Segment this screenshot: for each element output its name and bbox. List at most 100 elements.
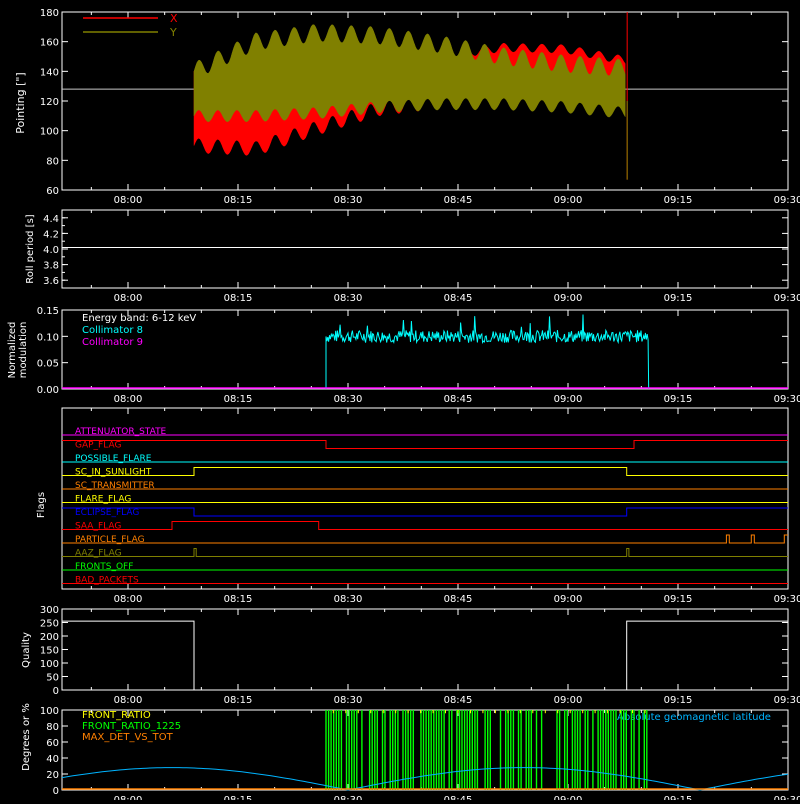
flag-label-flare-flag: FLARE_FLAG xyxy=(75,495,131,505)
flags-panel: Flags 08:00 08:15 08:30 08:45 09:00 09:15 09:3… xyxy=(36,407,800,605)
y-tick-label: 160 xyxy=(40,38,59,49)
y-tick-label: 3.6 xyxy=(43,276,59,287)
y-tick-label: 0.05 xyxy=(37,359,59,370)
flag-label-possible-flare: POSSIBLE_FLARE xyxy=(75,454,152,464)
legend-front-ratio: FRONT_RATIO xyxy=(82,710,151,721)
x-tick-label: 09:30 xyxy=(774,795,800,800)
y-tick-label: 80 xyxy=(46,722,59,733)
x-tick-label: 09:15 xyxy=(664,795,693,800)
x-tick-label: 09:00 xyxy=(554,695,583,706)
degrees-panel: Degrees or % FRONT_RATIO FRONT_RATIO_122… xyxy=(21,703,800,804)
x-tick-label: 09:15 xyxy=(664,293,693,304)
x-tick-label: 09:00 xyxy=(554,394,583,405)
y-tick-label: 4.0 xyxy=(43,245,59,256)
x-tick-label: 09:15 xyxy=(664,695,693,706)
flag-label-sc-transmitter: SC_TRANSMITTER xyxy=(75,481,155,491)
collimator-8-series xyxy=(325,314,650,390)
flag-label-bad-packets: BAD_PACKETS xyxy=(75,576,139,586)
x-tick-label: 08:15 xyxy=(224,594,253,605)
x-tick-label: 08:30 xyxy=(334,695,363,706)
y-tick-label: 300 xyxy=(40,605,59,616)
y-tick-label: 3.8 xyxy=(43,261,59,272)
x-tick-label: 08:00 xyxy=(114,195,143,206)
flag-label-saa-flag: SAA_FLAG xyxy=(75,522,121,532)
x-tick-label: 08:45 xyxy=(444,293,473,304)
x-tick-label: 08:30 xyxy=(334,795,363,800)
x-tick-label: 09:00 xyxy=(554,293,583,304)
legend-max-det-vs-tot: MAX_DET_VS_TOT xyxy=(82,732,174,743)
x-tick-label: 08:30 xyxy=(334,394,363,405)
degrees-ylabel: Degrees or % xyxy=(21,703,32,771)
flag-label-gap-flag: GAP_FLAG xyxy=(75,441,121,451)
y-tick-label: 100 xyxy=(40,659,59,670)
y-tick-label: 60 xyxy=(46,186,59,197)
x-tick-label: 09:00 xyxy=(554,594,583,605)
x-tick-label: 09:30 xyxy=(774,695,800,706)
y-tick-label: 180 xyxy=(40,8,59,19)
y-tick-label: 40 xyxy=(46,754,59,765)
x-tick-label: 08:15 xyxy=(224,695,253,706)
x-tick-label: 09:15 xyxy=(664,394,693,405)
y-tick-label: 0 xyxy=(53,786,59,797)
x-tick-label: 08:00 xyxy=(114,293,143,304)
flag-label-aaz-flag: AAZ_FLAG xyxy=(75,549,122,559)
y-tick-label: 4.2 xyxy=(43,229,59,240)
x-tick-label: 08:30 xyxy=(334,195,363,206)
flag-label-sc-in-sunlight: SC_IN_SUNLIGHT xyxy=(75,468,152,478)
x-tick-label: 08:45 xyxy=(444,695,473,706)
quality-panel: Quality 08:00 08:15 08:30 08:45 09:00 09:15 09… xyxy=(21,605,800,706)
y-tick-label: 60 xyxy=(46,738,59,749)
x-tick-label: 08:30 xyxy=(334,594,363,605)
flag-line-gap-flag xyxy=(62,440,788,449)
axis-frame xyxy=(61,309,789,390)
x-tick-label: 08:15 xyxy=(224,195,253,206)
x-tick-label: 09:30 xyxy=(774,394,800,405)
pointing-ylabel: Pointing ["] xyxy=(14,72,27,133)
flag-label-particle-flag: PARTICLE_FLAG xyxy=(75,535,145,545)
pointing-series-y xyxy=(193,24,626,122)
y-tick-label: 150 xyxy=(40,646,59,657)
x-tick-label: 09:00 xyxy=(554,195,583,206)
y-tick-label: 0.00 xyxy=(37,385,59,396)
x-tick-label: 09:15 xyxy=(664,594,693,605)
flag-line-eclipse-flag xyxy=(62,507,788,517)
legend-collimator-8: Collimator 8 xyxy=(82,325,143,336)
quality-series xyxy=(62,620,788,691)
x-tick-label: 09:30 xyxy=(774,293,800,304)
legend-collimator-9: Collimator 9 xyxy=(82,337,143,348)
geomag-latitude-curve xyxy=(61,767,789,791)
x-tick-label: 08:45 xyxy=(444,195,473,206)
axis-frame xyxy=(61,407,789,590)
pointing-panel: Pointing ["] X Y 08:00 08:15 08:30 08:45 09:… xyxy=(14,8,800,206)
legend-energy-band: Energy band: 6-12 keV xyxy=(82,313,196,324)
roll-panel: Roll period [s] 08:00 08:15 08:30 08:45 09:0… xyxy=(25,209,800,304)
flag-line-aaz-flag xyxy=(62,548,788,557)
x-tick-label: 08:15 xyxy=(224,394,253,405)
y-tick-label: 50 xyxy=(46,673,59,684)
y-tick-label: 120 xyxy=(40,97,59,108)
x-tick-label: 08:45 xyxy=(444,594,473,605)
legend-geomag-latitude: Absolute geomagnetic latitude xyxy=(617,712,771,723)
legend-front-ratio-1225: FRONT_RATIO_1225 xyxy=(82,721,181,732)
x-tick-label: 08:00 xyxy=(114,394,143,405)
flags-ylabel: Flags xyxy=(36,492,47,518)
x-tick-label: 08:30 xyxy=(334,293,363,304)
y-tick-label: 250 xyxy=(40,619,59,630)
x-tick-label: 08:45 xyxy=(444,795,473,800)
y-tick-label: 20 xyxy=(46,770,59,781)
x-tick-label: 08:45 xyxy=(444,394,473,405)
flag-line-particle-flag xyxy=(62,534,788,544)
y-tick-label: 4.4 xyxy=(43,214,59,225)
y-tick-label: 80 xyxy=(46,156,59,167)
flag-line-saa-flag xyxy=(62,521,788,530)
modulation-panel: Normalized modulation Energy band: 6-12 … xyxy=(7,306,800,405)
flag-label-fronts-off: FRONTS_OFF xyxy=(75,562,133,572)
x-tick-label: 09:30 xyxy=(774,195,800,206)
flag-label-eclipse-flag: ECLIPSE_FLAG xyxy=(75,508,139,518)
legend-x: X xyxy=(170,12,178,25)
x-tick-label: 08:00 xyxy=(114,594,143,605)
flag-label-attenuator-state: ATTENUATOR_STATE xyxy=(75,427,167,437)
x-tick-label: 08:00 xyxy=(114,795,143,800)
